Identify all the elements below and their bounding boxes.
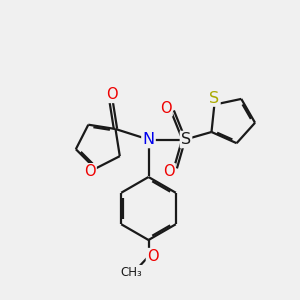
Text: O: O [160, 100, 172, 116]
Text: CH₃: CH₃ [121, 266, 142, 279]
Text: N: N [142, 132, 154, 147]
Text: O: O [163, 164, 175, 179]
Text: O: O [147, 249, 158, 264]
Text: O: O [106, 87, 117, 102]
Text: S: S [181, 132, 191, 147]
Text: S: S [209, 91, 219, 106]
Text: O: O [84, 164, 96, 179]
